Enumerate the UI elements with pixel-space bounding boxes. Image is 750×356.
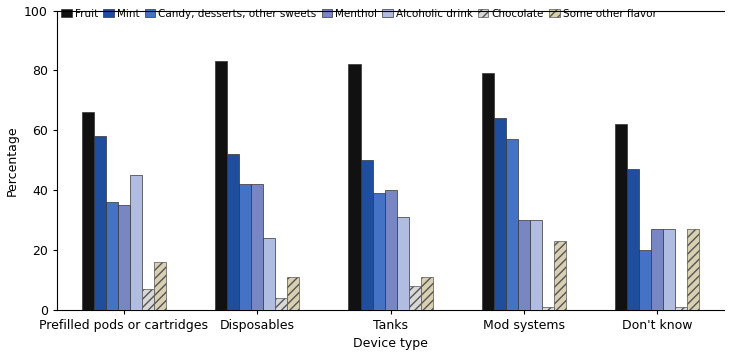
Bar bbox=[373, 193, 385, 310]
Bar bbox=[215, 62, 227, 310]
Bar bbox=[82, 112, 94, 310]
Bar bbox=[361, 160, 373, 310]
Bar bbox=[263, 238, 275, 310]
Bar bbox=[627, 169, 639, 310]
Bar bbox=[530, 220, 542, 310]
Bar bbox=[251, 184, 263, 310]
Bar bbox=[554, 241, 566, 310]
Bar bbox=[482, 73, 494, 310]
Legend: Fruit, Mint, Candy, desserts, other sweets, Menthol, Alcoholic drink, Chocolate,: Fruit, Mint, Candy, desserts, other swee… bbox=[59, 7, 658, 21]
Bar bbox=[106, 202, 118, 310]
Bar bbox=[651, 229, 663, 310]
Bar bbox=[663, 229, 675, 310]
Bar bbox=[615, 124, 627, 310]
Bar bbox=[239, 184, 251, 310]
Bar bbox=[118, 205, 130, 310]
Bar bbox=[421, 277, 433, 310]
Y-axis label: Percentage: Percentage bbox=[5, 125, 19, 195]
Bar bbox=[397, 217, 409, 310]
Bar bbox=[542, 307, 554, 310]
Bar bbox=[142, 289, 154, 310]
Bar bbox=[94, 136, 106, 310]
Bar bbox=[506, 139, 518, 310]
Bar bbox=[494, 118, 506, 310]
Bar bbox=[639, 250, 651, 310]
Bar bbox=[409, 286, 421, 310]
X-axis label: Device type: Device type bbox=[353, 337, 428, 350]
Bar bbox=[275, 298, 287, 310]
Bar bbox=[385, 190, 397, 310]
Bar bbox=[287, 277, 299, 310]
Bar bbox=[349, 64, 361, 310]
Bar bbox=[687, 229, 699, 310]
Bar bbox=[130, 175, 142, 310]
Bar bbox=[154, 262, 166, 310]
Bar bbox=[675, 307, 687, 310]
Bar bbox=[227, 154, 239, 310]
Bar bbox=[518, 220, 530, 310]
